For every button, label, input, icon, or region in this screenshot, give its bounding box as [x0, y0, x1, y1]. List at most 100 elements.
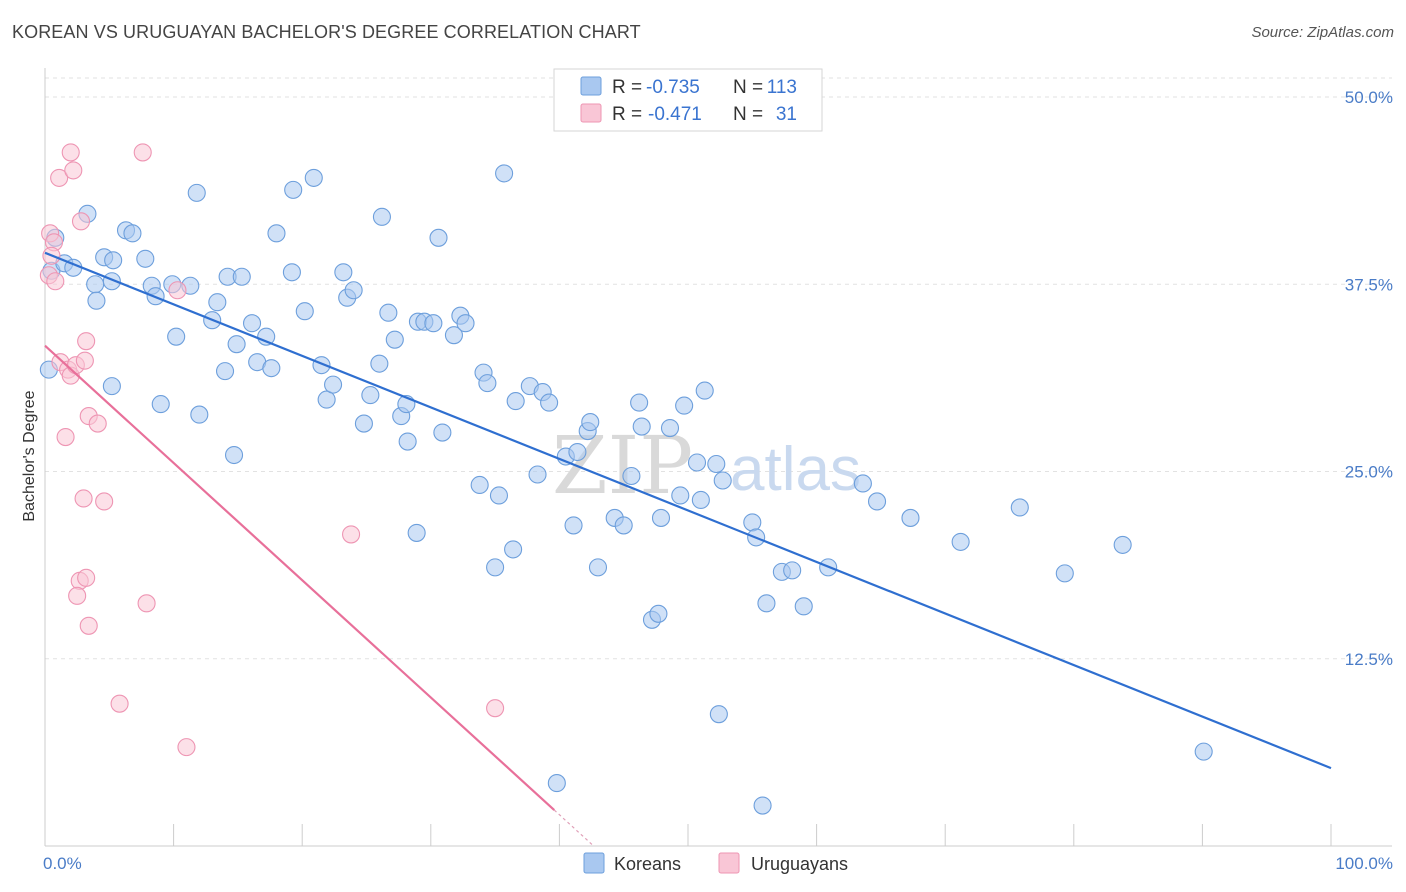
point-korean	[224, 445, 244, 465]
point-korean	[651, 508, 671, 527]
point-korean	[660, 419, 680, 438]
point-uruguayan	[342, 525, 361, 544]
point-uruguayan	[50, 168, 69, 187]
point-korean	[187, 183, 206, 202]
point-korean	[334, 263, 353, 282]
bottom-legend-swatch-uruguayans	[718, 852, 740, 874]
point-korean	[372, 207, 391, 226]
point-korean	[1010, 498, 1029, 517]
point-uruguayan	[95, 492, 114, 511]
point-korean	[489, 486, 509, 505]
point-korean	[344, 281, 363, 300]
grid-lines	[45, 77, 1392, 660]
legend-r-value: -0.471	[648, 104, 702, 125]
point-korean	[671, 486, 690, 505]
point-korean	[951, 532, 970, 551]
point-korean	[370, 354, 389, 373]
point-korean	[167, 327, 186, 346]
point-korean	[622, 466, 641, 486]
point-korean	[614, 516, 633, 535]
trend-line-uruguayans	[44, 344, 555, 811]
point-korean	[361, 386, 380, 405]
legend-r-label: R =	[612, 77, 642, 98]
point-korean	[568, 442, 587, 462]
point-korean	[794, 597, 813, 616]
y-tick-labels: 12.5% 25.0% 37.5% 50.0%	[1345, 88, 1393, 669]
point-korean	[242, 314, 262, 333]
point-korean	[478, 374, 497, 393]
point-uruguayan	[64, 161, 83, 180]
point-korean	[564, 516, 583, 535]
point-korean	[743, 513, 762, 532]
point-korean	[675, 396, 694, 415]
y-tick-label: 12.5%	[1345, 650, 1393, 669]
point-uruguayan	[137, 594, 156, 613]
point-korean	[709, 705, 728, 724]
point-korean	[433, 423, 452, 442]
point-uruguayan	[77, 332, 96, 351]
chart-title: KOREAN VS URUGUAYAN BACHELOR'S DEGREE CO…	[12, 22, 641, 42]
point-korean	[1113, 535, 1132, 554]
point-uruguayan	[177, 738, 196, 757]
y-tick-label: 37.5%	[1345, 275, 1393, 294]
point-korean	[102, 377, 121, 396]
point-uruguayan	[75, 351, 94, 370]
point-korean	[104, 251, 123, 270]
source-credit: Source: ZipAtlas.com	[1251, 24, 1394, 41]
y-axis-label: Bachelor's Degree	[21, 390, 38, 521]
point-korean	[87, 291, 106, 310]
point-uruguayan	[110, 694, 129, 713]
point-korean	[257, 327, 276, 346]
point-korean	[588, 558, 608, 577]
watermark-atlas: atlas	[730, 435, 861, 504]
point-korean	[687, 453, 707, 472]
point-korean	[190, 405, 209, 424]
series-uruguayans	[39, 143, 505, 757]
trend-line-koreans	[44, 251, 1332, 770]
point-uruguayan	[74, 489, 93, 508]
legend-swatch-uruguayans	[580, 103, 602, 123]
legend-n-value: 31	[776, 104, 797, 125]
legend-n-label: N =	[733, 104, 763, 125]
point-korean	[867, 492, 887, 511]
point-korean	[901, 508, 920, 527]
point-korean	[504, 540, 523, 559]
point-korean	[470, 475, 489, 495]
point-uruguayan	[68, 586, 87, 605]
bottom-legend-swatch-koreans	[583, 852, 605, 874]
bottom-legend-koreans: Koreans	[614, 854, 681, 874]
point-korean	[495, 164, 514, 183]
point-korean	[630, 393, 649, 412]
trend-line-uruguayans-extension	[553, 809, 595, 847]
legend-box: R = -0.735 N = 113 R = -0.471 N = 31	[553, 68, 823, 132]
point-uruguayan	[168, 281, 187, 300]
point-korean	[1055, 564, 1074, 583]
point-korean	[354, 414, 373, 433]
point-uruguayan	[46, 272, 65, 291]
point-korean	[123, 224, 142, 243]
point-korean	[429, 228, 448, 247]
point-korean	[282, 263, 301, 282]
point-uruguayan	[56, 427, 75, 447]
point-korean	[783, 561, 802, 580]
x-tick-label: 100.0%	[1335, 854, 1393, 873]
point-korean	[444, 326, 463, 345]
point-korean	[757, 594, 776, 613]
point-korean	[528, 465, 547, 484]
x-tick-label: 0.0%	[43, 854, 82, 873]
legend-n-label: N =	[733, 77, 763, 98]
point-korean	[753, 796, 772, 815]
point-korean	[295, 302, 314, 321]
point-korean	[547, 774, 566, 793]
point-korean	[632, 417, 651, 436]
legend-n-value: 113	[767, 77, 797, 98]
point-korean	[262, 359, 281, 378]
point-uruguayan	[77, 568, 96, 587]
point-uruguayan	[133, 143, 152, 162]
point-korean	[506, 392, 525, 411]
point-korean	[853, 474, 872, 493]
point-korean	[86, 275, 105, 294]
point-korean	[208, 293, 227, 312]
point-korean	[151, 395, 170, 414]
